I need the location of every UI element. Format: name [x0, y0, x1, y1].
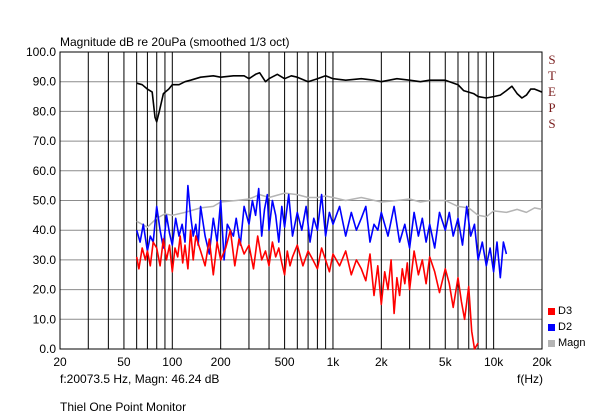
legend: D3 D2 Magn: [548, 303, 586, 351]
brand-letter: E: [548, 84, 556, 99]
x-axis-label: f(Hz): [517, 372, 543, 386]
y-tick-label: 100.0: [26, 45, 56, 59]
brand-letter: P: [548, 100, 556, 115]
series-line-d3: [135, 229, 479, 350]
x-tick-label: 20: [53, 355, 67, 369]
y-tick-label: 10.0: [33, 312, 57, 326]
legend-swatch-d2: [548, 323, 555, 331]
y-tick-label: 20.0: [33, 283, 57, 297]
x-tick-label: 1k: [327, 355, 341, 369]
x-tick-label: 500: [275, 355, 295, 369]
legend-swatch-magn: [548, 339, 555, 347]
y-tick-label: 40.0: [33, 223, 57, 237]
y-tick-label: 70.0: [33, 134, 57, 148]
x-tick-label: 5k: [439, 355, 453, 369]
legend-item-d2: D2: [548, 319, 586, 335]
legend-item-magn: Magn: [548, 335, 586, 351]
x-tick-label: 50: [117, 355, 131, 369]
y-tick-label: 0.0: [39, 342, 56, 356]
legend-label-d2: D2: [558, 321, 573, 333]
y-tick-label: 90.0: [33, 75, 57, 89]
y-tick-label: 60.0: [33, 164, 57, 178]
x-tick-label: 20k: [532, 355, 552, 369]
chart-title: Magnitude dB re 20uPa (smoothed 1/3 oct): [60, 35, 290, 49]
legend-label-magn: Magn: [558, 337, 586, 349]
x-tick-label: 200: [211, 355, 231, 369]
y-tick-label: 80.0: [33, 104, 57, 118]
x-tick-label: 100: [162, 355, 182, 369]
legend-item-d3: D3: [548, 303, 586, 319]
legend-swatch-d3: [548, 307, 555, 315]
y-tick-label: 50.0: [33, 194, 57, 208]
legend-label-d3: D3: [558, 305, 573, 317]
x-tick-label: 10k: [484, 355, 504, 369]
x-tick-label: 2k: [375, 355, 389, 369]
brand-letter: S: [548, 116, 556, 131]
series-line-d2: [135, 184, 508, 279]
cursor-readout: f:20073.5 Hz, Magn: 46.24 dB: [60, 372, 220, 386]
series-line-magnitude: [136, 72, 543, 123]
brand-letter: T: [548, 68, 556, 83]
footer-caption: Thiel One Point Monitor: [60, 400, 187, 414]
y-tick-label: 30.0: [33, 253, 57, 267]
series-line-magn: [136, 192, 543, 228]
plot-frame: [59, 51, 543, 350]
brand-letter: S: [548, 52, 556, 67]
